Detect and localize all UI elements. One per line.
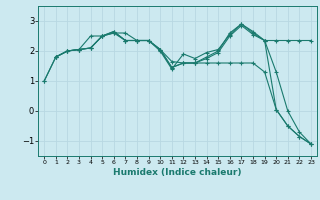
X-axis label: Humidex (Indice chaleur): Humidex (Indice chaleur): [113, 168, 242, 177]
